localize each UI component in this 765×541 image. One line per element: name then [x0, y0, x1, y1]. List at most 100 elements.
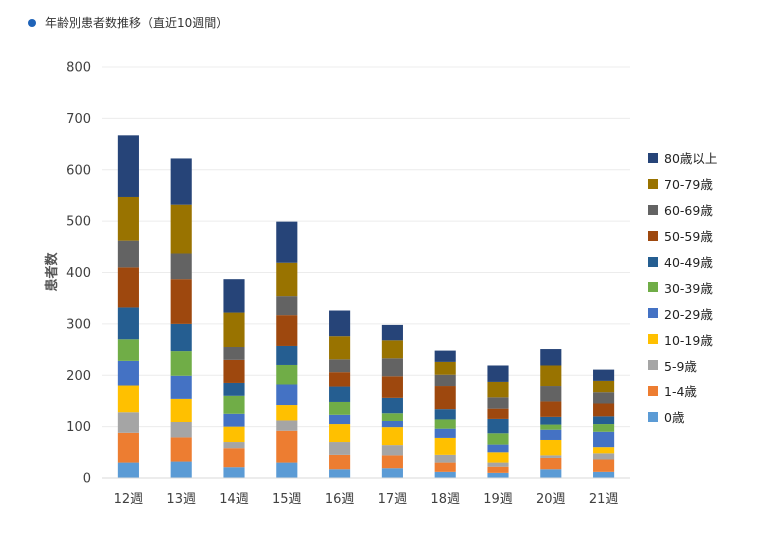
- legend-item: 60-69歳: [648, 197, 717, 223]
- bullet-dot-icon: [28, 18, 36, 27]
- bar-segment: [540, 416, 562, 425]
- bar-segment: [117, 267, 139, 308]
- bar-segment: [434, 471, 456, 478]
- bar-segment: [540, 439, 562, 456]
- bar-segment: [329, 336, 351, 360]
- bar-segment: [329, 401, 351, 415]
- bar-segment: [223, 359, 245, 383]
- legend-swatch: [648, 334, 658, 345]
- bar-segment: [170, 253, 192, 280]
- bar-segment: [223, 426, 245, 443]
- bar-segment: [329, 424, 351, 443]
- x-tick-label: 15週: [272, 492, 302, 507]
- legend-item: 1-4歳: [648, 378, 717, 404]
- legend-label: 0歳: [664, 410, 685, 426]
- y-tick-label: 800: [66, 61, 91, 76]
- legend-label: 20-29歳: [664, 306, 713, 322]
- bar-segment: [434, 409, 456, 420]
- bar-segment: [487, 462, 509, 467]
- bar-segment: [329, 310, 351, 337]
- legend-swatch: [648, 308, 658, 319]
- bar-segment: [329, 469, 351, 478]
- bar-segment: [487, 466, 509, 473]
- bar-segment: [381, 324, 403, 341]
- y-tick-label: 100: [66, 420, 91, 435]
- bar-segment: [329, 372, 351, 387]
- bar-segment: [540, 457, 562, 470]
- bar-segment: [117, 135, 139, 197]
- bar-segment: [593, 447, 615, 454]
- bar-segment: [276, 221, 298, 263]
- legend-swatch: [648, 152, 658, 163]
- bar-segment: [593, 424, 615, 432]
- bar-segment: [434, 428, 456, 438]
- legend-swatch: [648, 178, 658, 189]
- bar-segment: [487, 408, 509, 419]
- legend-swatch: [648, 204, 658, 215]
- bar-segment: [223, 442, 245, 449]
- bar-segment: [170, 323, 192, 352]
- bar-segment: [593, 416, 615, 425]
- x-tick-label: 17週: [378, 492, 408, 507]
- bar-segment: [487, 418, 509, 434]
- bar-segment: [117, 307, 139, 340]
- page-title-text: 年齢別患者数推移（直近10週間）: [45, 16, 229, 30]
- bar-segment: [276, 420, 298, 431]
- bar-segment: [223, 448, 245, 468]
- legend-swatch: [648, 282, 658, 293]
- bar-segment: [170, 398, 192, 423]
- legend-label: 80歳以上: [664, 151, 718, 167]
- y-tick-label: 0: [83, 472, 91, 487]
- bar-segment: [434, 374, 456, 387]
- bar-segment: [329, 454, 351, 470]
- bars: [117, 135, 615, 478]
- bar-segment: [117, 360, 139, 386]
- chart-legend: 80歳以上 70-79歳 60-69歳 50-59歳 40-49歳 30-39歳 20-29…: [648, 145, 717, 430]
- bar-segment: [223, 395, 245, 414]
- bar-segment: [223, 467, 245, 478]
- bar-segment: [540, 365, 562, 387]
- legend-swatch: [648, 230, 658, 241]
- legend-item: 20-29歳: [648, 300, 717, 326]
- bar-segment: [487, 381, 509, 398]
- bar-segment: [170, 351, 192, 376]
- legend-swatch: [648, 411, 658, 422]
- bar-segment: [434, 361, 456, 375]
- legend-item: 30-39歳: [648, 274, 717, 300]
- bar-segment: [117, 412, 139, 433]
- bar-segment: [381, 397, 403, 414]
- legend-swatch: [648, 256, 658, 267]
- bar-segment: [487, 444, 509, 453]
- bar-segment: [117, 432, 139, 463]
- legend-item: 0歳: [648, 404, 717, 430]
- bar-segment: [593, 392, 615, 404]
- bar-segment: [117, 240, 139, 268]
- bar-segment: [434, 454, 456, 463]
- legend-label: 60-69歳: [664, 203, 713, 219]
- bar-segment: [540, 401, 562, 417]
- bar-segment: [329, 359, 351, 373]
- bar-segment: [487, 365, 509, 382]
- bar-segment: [540, 386, 562, 402]
- x-tick-label: 19週: [483, 492, 513, 507]
- y-axis-label: 患者数: [44, 252, 60, 292]
- bar-segment: [276, 384, 298, 406]
- bar-segment: [223, 312, 245, 347]
- bar-segment: [381, 340, 403, 359]
- legend-label: 50-59歳: [664, 229, 713, 245]
- y-tick-label: 600: [66, 163, 91, 178]
- x-tick-label: 12週: [114, 492, 144, 507]
- x-tick-label: 14週: [219, 492, 249, 507]
- legend-swatch: [648, 385, 658, 396]
- legend-item: 50-59歳: [648, 223, 717, 249]
- bar-segment: [223, 413, 245, 427]
- bar-segment: [540, 455, 562, 458]
- bar-segment: [487, 433, 509, 445]
- x-tick-label: 13週: [166, 492, 196, 507]
- bar-segment: [117, 462, 139, 478]
- y-tick-label: 500: [66, 215, 91, 230]
- bar-segment: [170, 375, 192, 399]
- x-tick-label: 18週: [430, 492, 460, 507]
- bar-segment: [170, 204, 192, 254]
- bar-segment: [434, 350, 456, 362]
